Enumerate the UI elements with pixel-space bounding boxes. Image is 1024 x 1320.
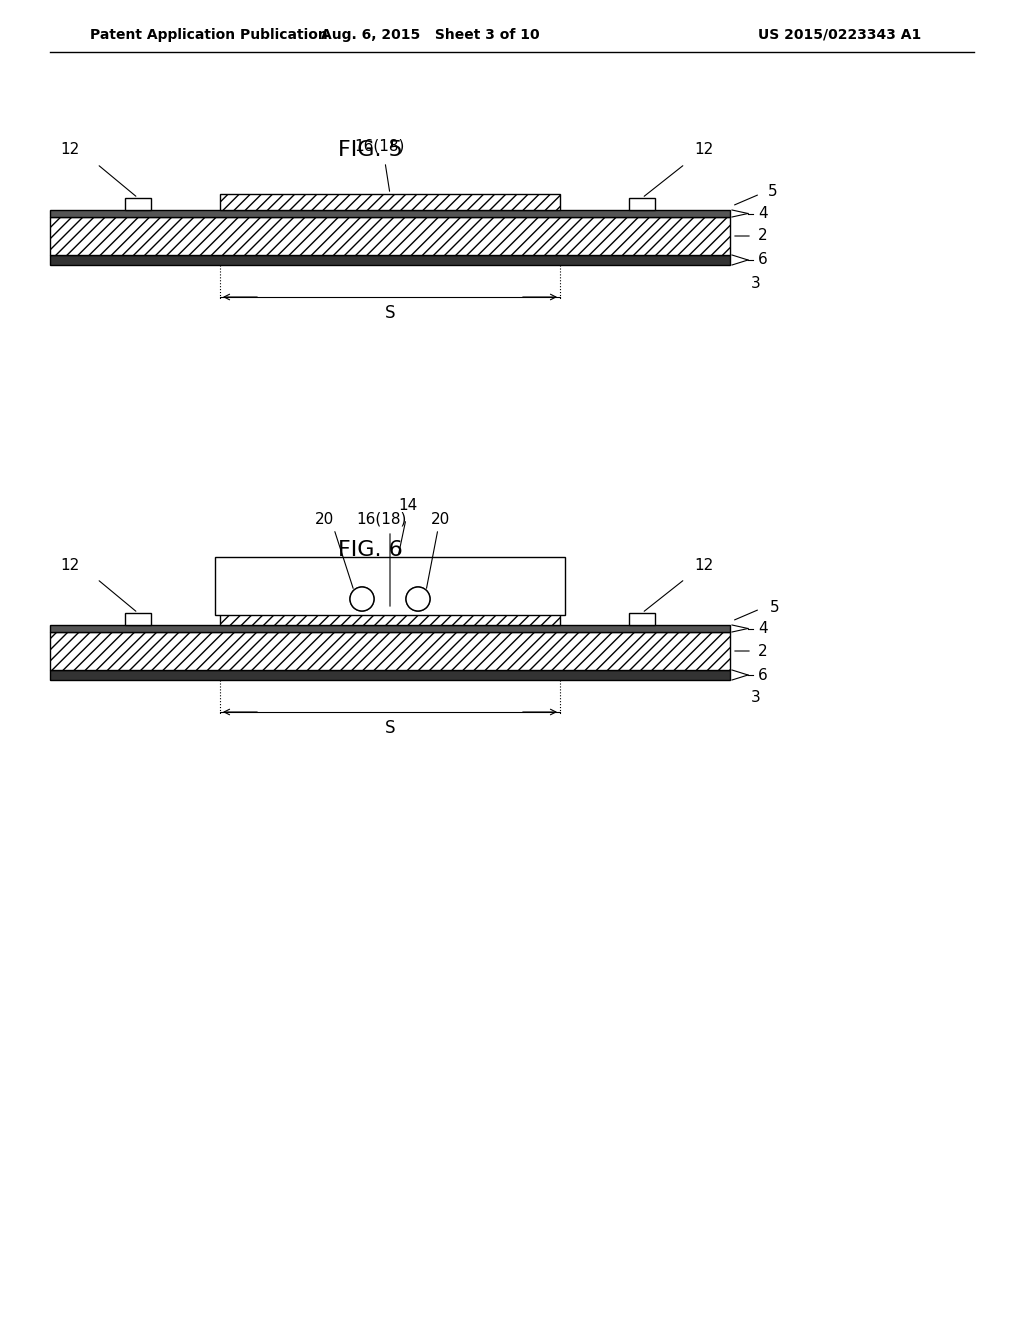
Text: 4: 4 <box>758 620 768 636</box>
Text: FIG. 6: FIG. 6 <box>338 540 402 560</box>
Bar <box>50 210 730 216</box>
Text: 4: 4 <box>758 206 768 220</box>
Bar <box>125 198 151 210</box>
Text: 12: 12 <box>60 143 80 157</box>
Bar <box>629 198 655 210</box>
Bar <box>220 609 560 624</box>
Circle shape <box>350 587 374 611</box>
Text: 5: 5 <box>770 599 779 615</box>
Text: 6: 6 <box>758 668 768 682</box>
Bar <box>125 612 151 624</box>
Text: 12: 12 <box>60 557 80 573</box>
Bar <box>50 671 730 680</box>
Bar <box>50 216 730 255</box>
Text: US 2015/0223343 A1: US 2015/0223343 A1 <box>759 28 922 42</box>
Text: 16(18): 16(18) <box>354 139 406 153</box>
Text: Aug. 6, 2015   Sheet 3 of 10: Aug. 6, 2015 Sheet 3 of 10 <box>321 28 540 42</box>
Text: S: S <box>385 304 395 322</box>
Text: 20: 20 <box>430 511 450 527</box>
Text: FIG. 5: FIG. 5 <box>338 140 402 160</box>
Bar <box>50 632 730 671</box>
Text: 2: 2 <box>758 644 768 659</box>
Text: S: S <box>385 719 395 737</box>
Bar <box>629 612 655 624</box>
Bar <box>50 624 730 632</box>
Bar <box>215 557 565 615</box>
Bar <box>50 255 730 265</box>
Text: 12: 12 <box>694 557 714 573</box>
Bar <box>220 194 560 210</box>
Circle shape <box>406 587 430 611</box>
Text: 14: 14 <box>398 498 418 512</box>
Text: 6: 6 <box>758 252 768 268</box>
Text: 20: 20 <box>315 511 335 527</box>
Text: Patent Application Publication: Patent Application Publication <box>90 28 328 42</box>
Text: 3: 3 <box>752 276 761 290</box>
Text: 3: 3 <box>752 690 761 705</box>
Text: 5: 5 <box>768 185 777 199</box>
Text: 16(18): 16(18) <box>356 511 408 527</box>
Text: 12: 12 <box>694 143 714 157</box>
Text: 2: 2 <box>758 228 768 243</box>
